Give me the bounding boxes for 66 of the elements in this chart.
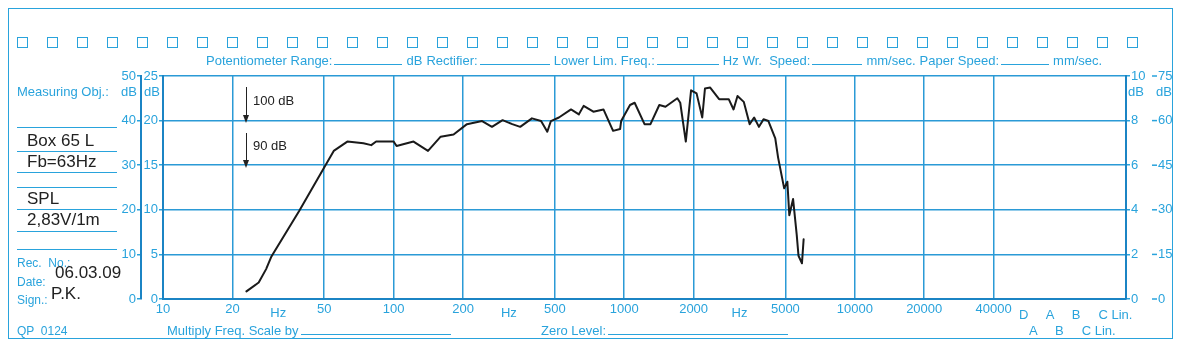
text: A B C Lin. bbox=[1029, 323, 1116, 338]
text: mm/sec. bbox=[866, 53, 916, 68]
y3-tick-label: 6 bbox=[1131, 156, 1139, 172]
x-tick-label: 2000 bbox=[679, 301, 709, 317]
text: Measuring Obj.: bbox=[17, 84, 109, 99]
x-tick-label: 50 bbox=[316, 301, 332, 317]
x-axis-title: Hz bbox=[270, 304, 287, 320]
y3-axis-title: dB bbox=[1128, 83, 1144, 99]
y3-tick-label: 2 bbox=[1131, 245, 1139, 261]
text: Paper Speed: bbox=[919, 53, 1000, 68]
x-tick-label: 20000 bbox=[906, 301, 943, 317]
x-tick-label: 20 bbox=[225, 301, 240, 317]
text: Lower Lim. Freq.: bbox=[553, 53, 655, 68]
text: 2,83V/1m bbox=[27, 210, 100, 229]
text: Hz bbox=[722, 53, 739, 68]
text: Rectifier: bbox=[426, 53, 478, 68]
x-tick-label: 500 bbox=[543, 301, 566, 317]
text: QP 0124 bbox=[17, 324, 68, 338]
y-tick-label: 20 bbox=[121, 201, 136, 217]
y2-tick-label: 15 bbox=[143, 156, 158, 172]
y-tick-label: 10 bbox=[121, 245, 136, 261]
y3-tick-label: 4 bbox=[1131, 201, 1139, 217]
text: 30 bbox=[1158, 201, 1173, 217]
text: 15 bbox=[1158, 245, 1173, 261]
text: dB bbox=[406, 53, 423, 68]
y-tick-label: 0 bbox=[128, 290, 136, 306]
text: Potentiometer Range: bbox=[206, 53, 333, 68]
text: 0 bbox=[1158, 290, 1166, 306]
text: Hz bbox=[500, 304, 517, 320]
text: Date: bbox=[17, 275, 46, 289]
text: SPL bbox=[27, 189, 60, 208]
y2-tick-label: 20 bbox=[143, 112, 158, 128]
x-tick-label: 200 bbox=[452, 301, 474, 317]
text: Multiply Freq. Scale by bbox=[167, 323, 299, 338]
y-tick-label: 30 bbox=[121, 156, 136, 172]
y3-tick-label: 10 bbox=[1131, 67, 1146, 83]
text: Hz bbox=[731, 304, 748, 320]
annotation: 100 dB bbox=[253, 93, 295, 108]
text: Box 65 L bbox=[27, 131, 95, 150]
annotation: 90 dB bbox=[253, 138, 287, 153]
y-tick-label: 50 bbox=[121, 67, 136, 83]
y2-tick-label: 5 bbox=[150, 245, 158, 261]
x-tick-label: 40000 bbox=[975, 301, 1012, 317]
x-tick-label: 100 bbox=[382, 301, 405, 317]
text: Fb=63Hz bbox=[27, 152, 97, 171]
x-tick-label: 10000 bbox=[836, 301, 873, 317]
y2-tick-label: 0 bbox=[150, 290, 158, 306]
text: dB bbox=[1156, 83, 1172, 99]
text: D A B C Lin. bbox=[1019, 307, 1133, 322]
y2-tick-label: 25 bbox=[143, 67, 158, 83]
y-tick-label: 40 bbox=[121, 112, 136, 128]
text: Wr. Speed: bbox=[742, 53, 811, 68]
y3-tick-label: 0 bbox=[1131, 290, 1139, 306]
y2-axis-title: dB bbox=[144, 83, 160, 99]
text: Sign.: bbox=[17, 293, 48, 307]
text: mm/sec. bbox=[1053, 53, 1103, 68]
x-tick-label: 1000 bbox=[609, 301, 639, 317]
text: Zero Level: bbox=[541, 323, 607, 338]
text: 75 bbox=[1158, 67, 1173, 83]
y-axis-title: dB bbox=[121, 83, 137, 99]
y3-tick-label: 8 bbox=[1131, 112, 1139, 128]
text: 45 bbox=[1158, 156, 1173, 172]
text: 60 bbox=[1158, 112, 1173, 128]
y2-tick-label: 10 bbox=[143, 201, 158, 217]
x-tick-label: 5000 bbox=[770, 301, 800, 317]
text: P.K. bbox=[51, 284, 81, 303]
